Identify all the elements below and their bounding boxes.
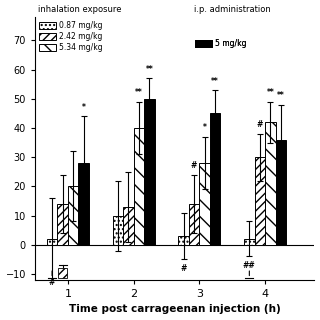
Bar [58, 268, 67, 278]
Text: #: # [191, 161, 197, 170]
Bar [255, 157, 265, 245]
Bar [144, 99, 155, 245]
X-axis label: Time post carrageenan injection (h): Time post carrageenan injection (h) [69, 304, 281, 315]
Text: **: ** [146, 65, 153, 74]
Text: ##: ## [243, 261, 256, 270]
Text: inhalation exposure: inhalation exposure [38, 5, 121, 14]
Text: **: ** [135, 88, 143, 97]
Text: **: ** [267, 88, 274, 97]
Text: **: ** [277, 91, 285, 100]
Bar [78, 163, 89, 245]
Bar [57, 204, 68, 245]
Bar [265, 122, 276, 245]
Bar [113, 216, 123, 245]
Text: **: ** [211, 77, 219, 86]
Bar [244, 239, 255, 245]
Text: #: # [180, 264, 187, 273]
Bar [123, 207, 134, 245]
Bar [210, 113, 220, 245]
Bar [134, 128, 144, 245]
Text: i.p. administration: i.p. administration [194, 5, 271, 14]
Text: #: # [49, 278, 55, 287]
Bar [68, 187, 78, 245]
Bar [178, 236, 189, 245]
Bar [276, 140, 286, 245]
Text: #: # [257, 120, 263, 130]
Bar [199, 163, 210, 245]
Bar [189, 204, 199, 245]
Text: *: * [82, 103, 85, 112]
Bar [47, 239, 57, 245]
Text: *: * [203, 124, 207, 132]
Legend: 5 mg/kg: 5 mg/kg [195, 39, 247, 48]
